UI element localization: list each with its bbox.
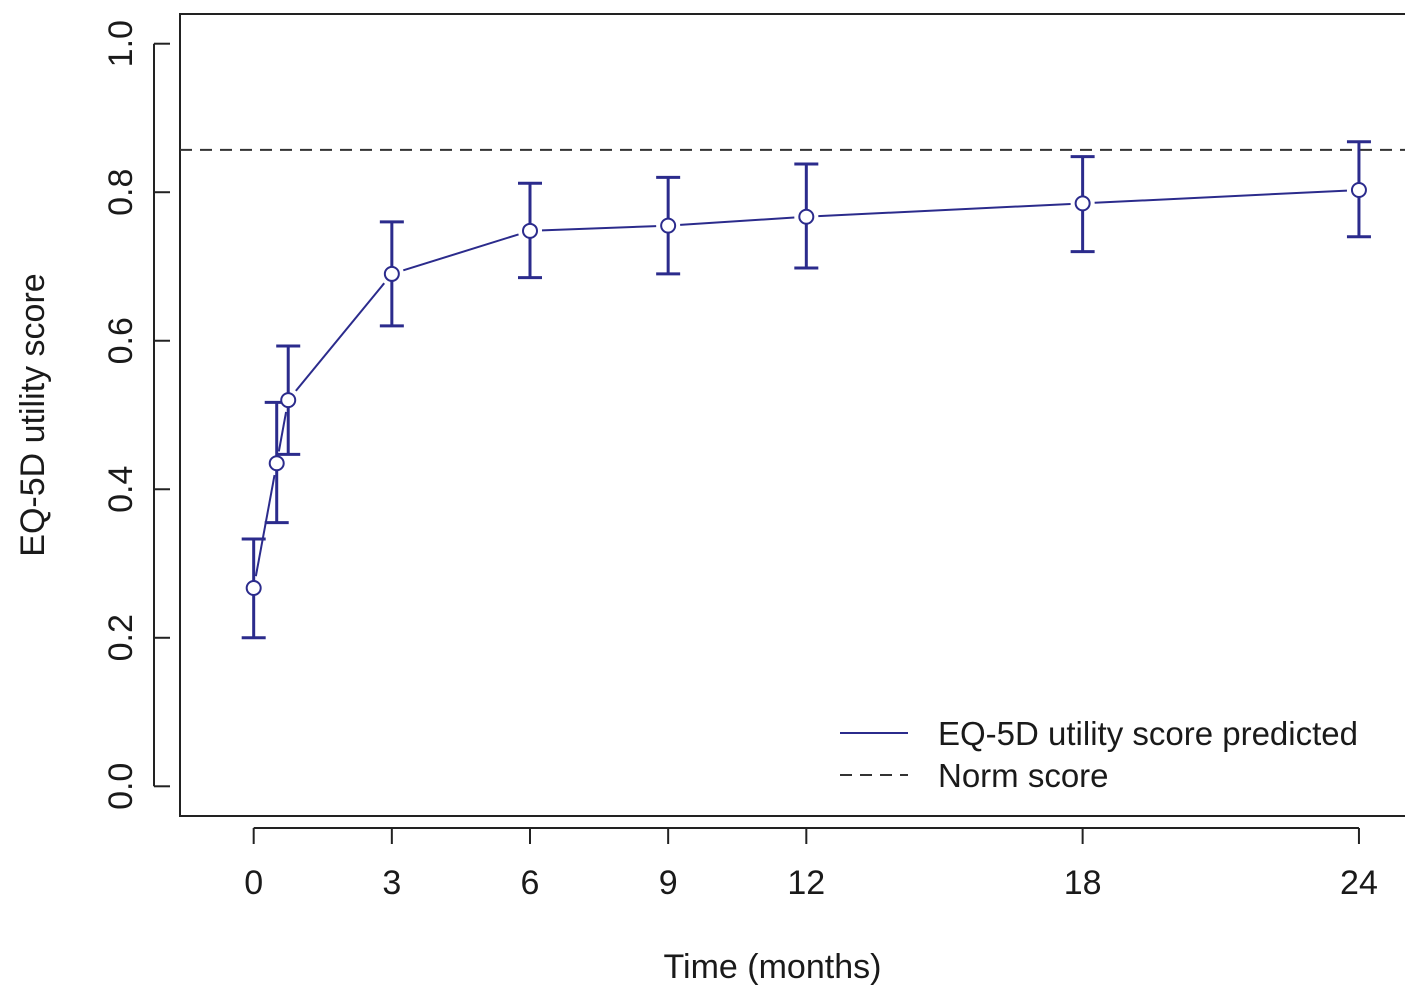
data-point: [1350, 181, 1367, 198]
plot-border: [179, 13, 1405, 817]
series-segment: [680, 216, 795, 226]
y-tick-label: 0.4: [102, 466, 140, 513]
x-tick-label: 3: [382, 864, 401, 902]
x-tick-label: 18: [1064, 864, 1102, 902]
data-point: [268, 455, 285, 472]
data-point: [280, 392, 297, 409]
x-axis: 0 3 6 9 12 18 24: [244, 827, 1378, 902]
series-segment: [541, 225, 657, 232]
x-axis-title: Time (months): [664, 948, 882, 985]
x-tick-label: 12: [787, 864, 825, 902]
x-tick-label: 6: [521, 864, 540, 902]
legend-label-norm: Norm score: [938, 757, 1109, 794]
data-point: [798, 208, 815, 225]
series-segment: [295, 282, 386, 392]
predicted-series-line: [254, 189, 1348, 577]
plot-frame: [179, 13, 1405, 817]
data-point: [1074, 195, 1091, 212]
data-point: [660, 217, 677, 234]
data-points: [245, 181, 1367, 597]
data-point: [522, 222, 538, 239]
series-segment: [403, 233, 519, 272]
y-tick-label: 0.6: [102, 317, 140, 364]
data-point: [383, 265, 400, 282]
x-tick-label: 24: [1340, 864, 1378, 902]
y-axis: 0.0 0.2 0.4 0.6 0.8 1.0: [102, 20, 170, 810]
y-tick-label: 0.8: [102, 169, 140, 216]
y-tick-label: 1.0: [102, 20, 140, 67]
series-segment: [254, 474, 276, 577]
y-axis-title: EQ-5D utility score: [14, 273, 52, 556]
series-segment: [818, 202, 1071, 218]
legend: EQ-5D utility score predicted Norm score: [840, 715, 1358, 794]
x-tick-label: 0: [244, 864, 263, 902]
y-tick-label: 0.0: [102, 763, 140, 810]
series-segment: [277, 411, 288, 452]
series-segment: [1094, 189, 1348, 204]
legend-label-predicted: EQ-5D utility score predicted: [938, 715, 1358, 752]
y-tick-label: 0.2: [102, 614, 140, 661]
x-tick-label: 9: [659, 864, 678, 902]
data-point: [245, 580, 262, 597]
error-bars: [241, 140, 1371, 640]
